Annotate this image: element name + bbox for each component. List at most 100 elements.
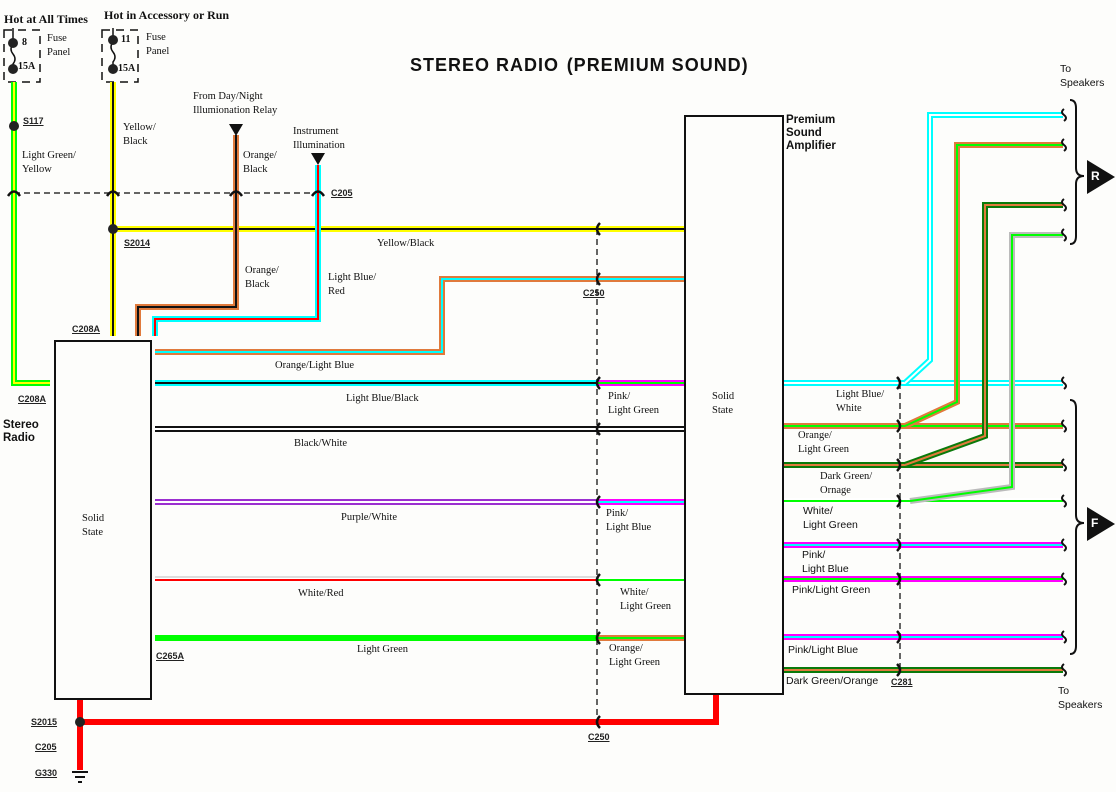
- wire-rear-white-light-green-stripe: [909, 234, 1063, 502]
- connector-c250-pin-5: [595, 573, 601, 587]
- stereo-radio-box: [54, 340, 152, 700]
- label-orange-light-blue: Orange/Light Blue: [275, 360, 355, 371]
- connector-c208a-top: C208A: [72, 324, 101, 334]
- diagram-title: STEREO RADIO (PREMIUM SOUND): [410, 50, 749, 78]
- label-orange-light-green-1: Orange/ Light Green: [609, 643, 661, 668]
- fuse-11-icon: [110, 28, 116, 70]
- connector-c205-pin-3: [310, 190, 326, 197]
- connector-c281-pin-2: [896, 458, 902, 472]
- label-light-blue-white: Light Blue/ White: [836, 389, 885, 414]
- label-yellow-black-vertical: Yellow/ Black: [123, 122, 156, 147]
- day-night-relay-label: From Day/Night Illumionation Relay: [193, 91, 278, 116]
- connector-c250-pin-2: [595, 376, 601, 390]
- splice-s2015: [75, 717, 85, 727]
- label-dark-green-orange-2: Dark Green/Orange: [786, 675, 879, 687]
- stereo-radio-label: Stereo Radio: [3, 419, 39, 444]
- label-black-white: Black/White: [294, 438, 348, 449]
- fuse-11-number: 11: [121, 34, 131, 45]
- illumination-arrow-icon: [311, 153, 325, 165]
- connector-s2014: S2014: [124, 238, 151, 248]
- to-speakers-top: To Speakers: [1060, 63, 1105, 89]
- label-pink-light-blue-2: Pink/ Light Blue: [802, 549, 849, 575]
- speaker-terminal-11: [1061, 663, 1067, 677]
- connector-s117: S117: [23, 116, 44, 126]
- connector-c205-pin-0: [6, 190, 22, 197]
- connector-g330: G330: [35, 768, 58, 778]
- speaker-terminal-3: [1061, 228, 1067, 242]
- wire-light-green-yellow-stripe: [13, 82, 50, 384]
- title-sub: (PREMIUM SOUND): [566, 55, 749, 75]
- connector-c281-pin-7: [896, 663, 902, 677]
- label-pink-light-green-2: Pink/Light Green: [792, 584, 871, 596]
- label-pink-light-green-1: Pink/ Light Green: [608, 391, 660, 416]
- title-main: STEREO RADIO: [410, 55, 560, 75]
- connector-c205: C205: [331, 188, 353, 198]
- connector-c281-pin-4: [896, 538, 902, 552]
- wire-rear-orange-light-green-stripe: [904, 144, 1063, 427]
- label-light-blue-red: Light Blue/ Red: [328, 272, 377, 297]
- connector-c250-pin-1: [595, 272, 601, 286]
- fuse-8-number: 8: [22, 37, 27, 48]
- wire-ground-red: [80, 693, 719, 725]
- label-white-light-green-1: White/ Light Green: [620, 587, 672, 612]
- wire-orange-light-blue-stripe: [155, 278, 685, 353]
- label-pink-light-blue-1: Pink/ Light Blue: [606, 508, 652, 533]
- wire-rear-light-blue-white-stripe: [904, 114, 1063, 384]
- fuse-panel-2-label: Fuse Panel: [146, 32, 170, 57]
- connector-c205-pin-1: [105, 190, 121, 197]
- label-light-green: Light Green: [357, 644, 409, 655]
- hot-in-accessory-label: Hot in Accessory or Run: [104, 8, 230, 22]
- connector-c250-top: C250: [583, 288, 605, 298]
- label-orange-black-top: Orange/ Black: [243, 150, 277, 175]
- label-purple-white: Purple/White: [341, 512, 397, 523]
- connector-c281-pin-0: [896, 376, 902, 390]
- speaker-terminal-0: [1061, 108, 1067, 122]
- label-light-blue-black: Light Blue/Black: [346, 393, 419, 404]
- connector-c281-pin-3: [896, 494, 902, 508]
- speaker-terminal-8: [1061, 538, 1067, 552]
- ground-icon: [72, 771, 88, 783]
- hot-at-all-times-label: Hot at All Times: [4, 12, 88, 26]
- label-yellow-black-horizontal: Yellow/Black: [377, 238, 435, 249]
- rear-flag-letter: R: [1091, 169, 1100, 183]
- splice-s2014: [108, 224, 118, 234]
- wire-orange-black: [135, 135, 239, 336]
- fuse-panel-1-label: Fuse Panel: [47, 33, 71, 58]
- connector-c250-pin-7: [595, 715, 601, 729]
- speaker-terminal-10: [1061, 630, 1067, 644]
- front-flag-letter: F: [1091, 516, 1099, 530]
- connector-s2015: S2015: [31, 717, 58, 727]
- connector-c281-pin-6: [896, 630, 902, 644]
- connector-c205-pin-2: [228, 190, 244, 197]
- label-white-light-green-2: White/ Light Green: [803, 505, 858, 531]
- relay-arrow-icon: [229, 124, 243, 136]
- splice-s117: [9, 121, 19, 131]
- speaker-terminal-7: [1061, 494, 1067, 508]
- rear-speaker-brace: [1069, 99, 1085, 245]
- label-pink-light-blue-3: Pink/Light Blue: [788, 644, 859, 656]
- wire-light-blue-red-stripe: [154, 165, 319, 336]
- fuse-11-rating: 15A: [118, 63, 136, 74]
- connector-c281: C281: [891, 677, 913, 687]
- radio-solid-state: Solid State: [82, 513, 105, 538]
- rear-speakers-flag: R: [1087, 160, 1115, 194]
- wire-rear-dark-green-orange-stripe: [904, 204, 1063, 466]
- fuse-box-8: [3, 29, 41, 83]
- speaker-terminal-9: [1061, 572, 1067, 586]
- connector-c250-pin-4: [595, 495, 601, 509]
- speaker-terminal-4: [1061, 376, 1067, 390]
- connector-c205-bottom: C205: [35, 742, 57, 752]
- front-speakers-flag: F: [1087, 507, 1115, 541]
- fuse-11-terminal: [108, 35, 118, 45]
- label-dark-green-orange-1: Dark Green/ Ornage: [820, 471, 873, 496]
- amp-solid-state: Solid State: [712, 391, 735, 416]
- connector-c281-pin-1: [896, 419, 902, 433]
- to-speakers-bottom: To Speakers: [1058, 685, 1103, 711]
- wire-light-green-yellow: [11, 82, 50, 386]
- label-light-green-yellow: Light Green/ Yellow: [22, 150, 76, 175]
- connector-c250-pin-6: [595, 631, 601, 645]
- fuse-8-terminal-2: [8, 64, 18, 74]
- fuse-8-terminal: [8, 38, 18, 48]
